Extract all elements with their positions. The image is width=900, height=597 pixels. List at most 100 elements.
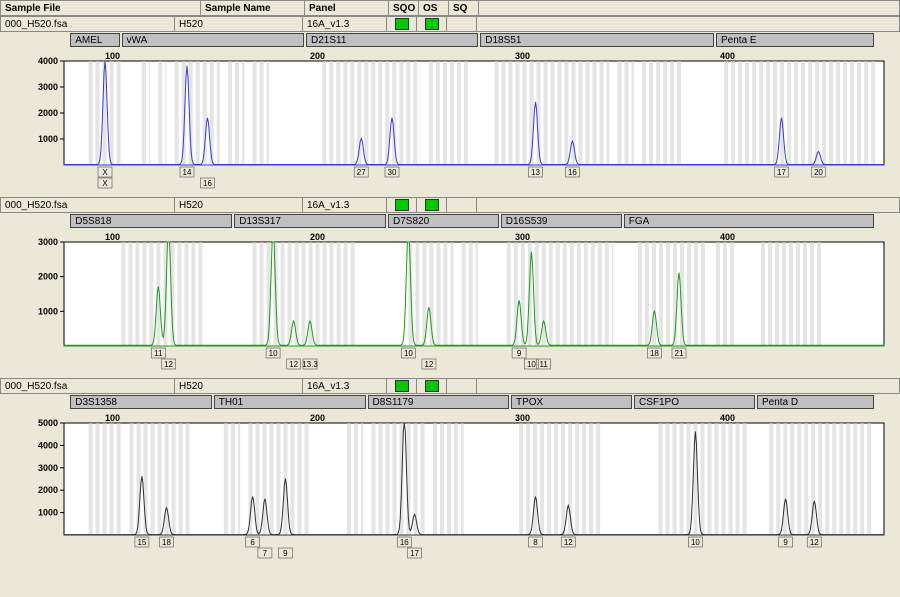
allele-bin <box>378 61 382 165</box>
status-indicator-icon <box>395 380 409 392</box>
allele-bin <box>790 423 794 535</box>
allele-bin <box>556 242 560 346</box>
allele-bin <box>864 61 868 165</box>
electropherogram-chart[interactable]: 1002003004001000200030004000500015186791… <box>4 411 896 559</box>
allele-bin <box>177 242 181 346</box>
allele-bin <box>783 423 787 535</box>
allele-bin <box>591 242 595 346</box>
allele-bin <box>579 61 583 165</box>
allele-bin <box>288 242 292 346</box>
allele-bin <box>96 423 100 535</box>
allele-bin <box>701 423 705 535</box>
locus-marker[interactable]: FGA <box>624 214 874 228</box>
allele-label: 27 <box>357 168 366 177</box>
locus-marker[interactable]: TPOX <box>511 395 632 409</box>
allele-bin <box>618 61 622 165</box>
allele-bin <box>810 242 814 346</box>
locus-marker[interactable]: D21S11 <box>306 33 478 47</box>
allele-bin <box>175 61 179 165</box>
allele-bin <box>260 242 264 346</box>
allele-bin <box>436 242 440 346</box>
allele-bin <box>330 242 334 346</box>
allele-label: 30 <box>388 168 397 177</box>
sample-info-row: 000_H520.fsaH52016A_v1.3 <box>0 378 900 394</box>
locus-marker[interactable]: TH01 <box>214 395 366 409</box>
x-tick-label: 200 <box>310 232 325 242</box>
allele-bin <box>186 423 190 535</box>
allele-bin <box>776 423 780 535</box>
col-panel: Panel <box>305 1 389 15</box>
allele-bin <box>110 61 114 165</box>
allele-bin <box>572 61 576 165</box>
allele-bin <box>666 242 670 346</box>
locus-marker[interactable]: D8S1179 <box>368 395 510 409</box>
allele-bin <box>379 423 383 535</box>
allele-bin <box>89 61 93 165</box>
allele-bin <box>521 242 525 346</box>
allele-bin <box>694 242 698 346</box>
allele-bin <box>135 242 139 346</box>
allele-bin <box>649 61 653 165</box>
allele-bin <box>775 242 779 346</box>
locus-marker[interactable]: D16S539 <box>501 214 622 228</box>
x-tick-label: 300 <box>515 413 530 423</box>
allele-bin <box>270 423 274 535</box>
locus-marker[interactable]: AMEL <box>70 33 119 47</box>
locus-marker[interactable]: CSF1PO <box>634 395 755 409</box>
allele-bin <box>724 61 728 165</box>
allele-bin <box>179 423 183 535</box>
allele-label: 9 <box>517 349 522 358</box>
allele-bin <box>386 423 390 535</box>
allele-bin <box>507 242 511 346</box>
locus-marker[interactable]: D13S317 <box>234 214 386 228</box>
electropherogram-chart[interactable]: 1002003004001000200030004000XX1416273013… <box>4 49 896 189</box>
allele-bin <box>558 61 562 165</box>
allele-bin <box>612 242 614 346</box>
x-tick-label: 100 <box>105 51 120 61</box>
allele-label: X <box>102 168 108 177</box>
allele-bin <box>533 423 537 535</box>
locus-marker[interactable]: vWA <box>122 33 305 47</box>
locus-marker[interactable]: D5S818 <box>70 214 232 228</box>
locus-marker[interactable]: D18S51 <box>480 33 714 47</box>
sample-name-cell: H520 <box>175 379 303 393</box>
allele-bin <box>652 242 656 346</box>
allele-label: 6 <box>250 538 255 547</box>
allele-bin <box>761 242 765 346</box>
allele-label: 13 <box>531 168 540 177</box>
locus-marker[interactable]: D3S1358 <box>70 395 212 409</box>
allele-bin <box>158 423 162 535</box>
locus-marker[interactable]: D7S820 <box>388 214 499 228</box>
allele-label: 18 <box>162 538 171 547</box>
allele-bin <box>804 423 808 535</box>
allele-bin <box>843 61 847 165</box>
allele-bin <box>263 423 267 535</box>
x-tick-label: 400 <box>720 232 735 242</box>
x-tick-label: 400 <box>720 51 735 61</box>
y-tick-label: 1000 <box>38 134 58 144</box>
locus-marker[interactable]: Penta D <box>757 395 874 409</box>
allele-bin <box>440 423 444 535</box>
allele-bin <box>577 242 581 346</box>
allele-bin <box>224 423 228 535</box>
x-tick-label: 100 <box>105 413 120 423</box>
locus-marker[interactable]: Penta E <box>716 33 874 47</box>
allele-bin <box>128 242 132 346</box>
allele-bin <box>773 61 777 165</box>
allele-label: 16 <box>400 538 409 547</box>
col-sqo: SQO <box>389 1 419 15</box>
allele-bin <box>350 61 354 165</box>
allele-bin <box>260 61 264 165</box>
allele-bin <box>780 61 784 165</box>
allele-bin <box>632 61 634 165</box>
allele-bin <box>322 61 326 165</box>
y-tick-label: 2000 <box>38 272 58 282</box>
allele-label: 10 <box>404 349 413 358</box>
allele-bin <box>715 423 719 535</box>
allele-bin <box>149 61 150 165</box>
sample-file-cell: 000_H520.fsa <box>1 379 175 393</box>
allele-bin <box>447 423 451 535</box>
allele-bin <box>337 242 341 346</box>
electropherogram-chart[interactable]: 1002003004001000200030001112101213.31012… <box>4 230 896 370</box>
allele-bin <box>752 61 756 165</box>
